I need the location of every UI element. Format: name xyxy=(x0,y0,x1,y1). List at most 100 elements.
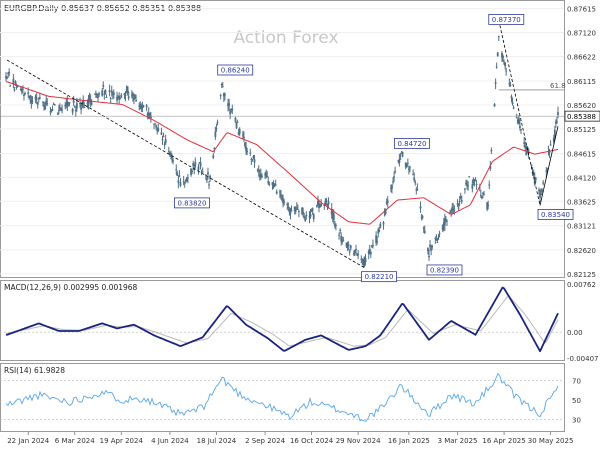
candle-body xyxy=(413,177,416,181)
candle-body xyxy=(281,197,283,200)
candle-body xyxy=(94,93,97,95)
candle-body xyxy=(183,182,186,184)
candle-body xyxy=(456,203,459,205)
candle-body xyxy=(525,150,528,156)
candle-body xyxy=(246,151,249,153)
candle-body xyxy=(393,176,395,178)
candle-body xyxy=(98,92,100,95)
moving-average-line xyxy=(5,81,559,225)
candle-body xyxy=(368,248,371,251)
candle-body xyxy=(310,210,313,212)
candle-body xyxy=(208,184,210,186)
candle-body xyxy=(420,216,423,218)
candle-body xyxy=(446,220,448,222)
candle-body xyxy=(264,174,266,176)
candle-body xyxy=(268,183,271,185)
candle-body xyxy=(96,93,98,95)
candle-body xyxy=(186,177,189,179)
candle-body xyxy=(539,194,541,198)
candle-body xyxy=(204,174,207,176)
candle-body xyxy=(275,191,278,194)
x-tick-label: 3 Mar 2025 xyxy=(438,437,478,445)
candle-body xyxy=(228,103,231,106)
candle-body xyxy=(324,201,327,206)
candle-body xyxy=(412,174,415,176)
candle-body xyxy=(349,245,352,249)
candle-body xyxy=(49,111,52,113)
price-label: 0.82210 xyxy=(365,273,394,281)
candle-body xyxy=(278,191,281,193)
candle-body xyxy=(441,225,444,231)
candle-body xyxy=(163,144,166,146)
candle-body xyxy=(135,100,137,102)
candle-body xyxy=(28,97,31,99)
candle-body xyxy=(112,92,115,95)
candle-body xyxy=(172,160,174,162)
candle-body xyxy=(490,149,493,152)
candle-body xyxy=(88,97,91,100)
candle-body xyxy=(385,201,388,204)
candle-body xyxy=(50,110,53,112)
price-label-box xyxy=(426,264,463,276)
candle-body xyxy=(384,209,387,214)
candle-body xyxy=(293,206,296,212)
candle-body xyxy=(348,251,351,253)
candle-body xyxy=(357,253,360,256)
candle-body xyxy=(429,244,431,247)
candle-body xyxy=(124,94,127,96)
candle-body xyxy=(199,162,202,167)
candle-body xyxy=(479,194,482,196)
candle-body xyxy=(65,103,68,107)
candle-body xyxy=(473,180,476,183)
candle-body xyxy=(391,185,393,189)
candle-body xyxy=(517,117,520,124)
candle-body xyxy=(548,151,551,153)
candle-body xyxy=(400,152,403,154)
price-label-box xyxy=(217,64,254,76)
candle-body xyxy=(475,183,478,185)
candle-body xyxy=(251,159,254,161)
candle-body xyxy=(102,84,105,87)
candle-body xyxy=(191,170,194,172)
candle-body xyxy=(464,188,466,190)
candle-body xyxy=(241,134,244,136)
macd-signal-line xyxy=(5,295,559,347)
candle-body xyxy=(422,227,425,229)
candle-body xyxy=(252,156,255,158)
candle-body xyxy=(164,139,167,144)
candle-body xyxy=(207,172,209,175)
candle-body xyxy=(363,256,366,264)
candle-body xyxy=(142,105,145,107)
candle-body xyxy=(192,163,195,166)
candle-body xyxy=(200,171,203,173)
candle-body xyxy=(227,103,229,107)
candle-body xyxy=(103,93,106,95)
candle-body xyxy=(524,145,527,149)
candle-body xyxy=(510,96,513,98)
candle-body xyxy=(256,169,259,171)
candle-body xyxy=(401,151,404,157)
candle-body xyxy=(67,105,70,107)
candle-body xyxy=(153,123,155,125)
candle-body xyxy=(360,258,363,260)
candle-body xyxy=(146,113,149,117)
candle-body xyxy=(495,66,498,68)
candle-body xyxy=(494,82,497,84)
candle-body xyxy=(452,208,455,210)
candle-body xyxy=(222,93,225,97)
candle-body xyxy=(287,206,290,208)
candle-body xyxy=(215,128,218,130)
candle-body xyxy=(445,220,447,222)
candle-body xyxy=(61,109,63,111)
candle-body xyxy=(27,92,30,94)
candle-body xyxy=(508,83,511,85)
candle-body xyxy=(12,78,15,84)
candle-body xyxy=(206,179,208,181)
candle-body xyxy=(533,176,536,184)
candle-body xyxy=(375,235,378,243)
candle-body xyxy=(24,92,26,94)
candle-body xyxy=(552,137,555,142)
candle-body xyxy=(126,86,129,94)
candle-body xyxy=(37,98,40,100)
candle-body xyxy=(331,214,334,219)
